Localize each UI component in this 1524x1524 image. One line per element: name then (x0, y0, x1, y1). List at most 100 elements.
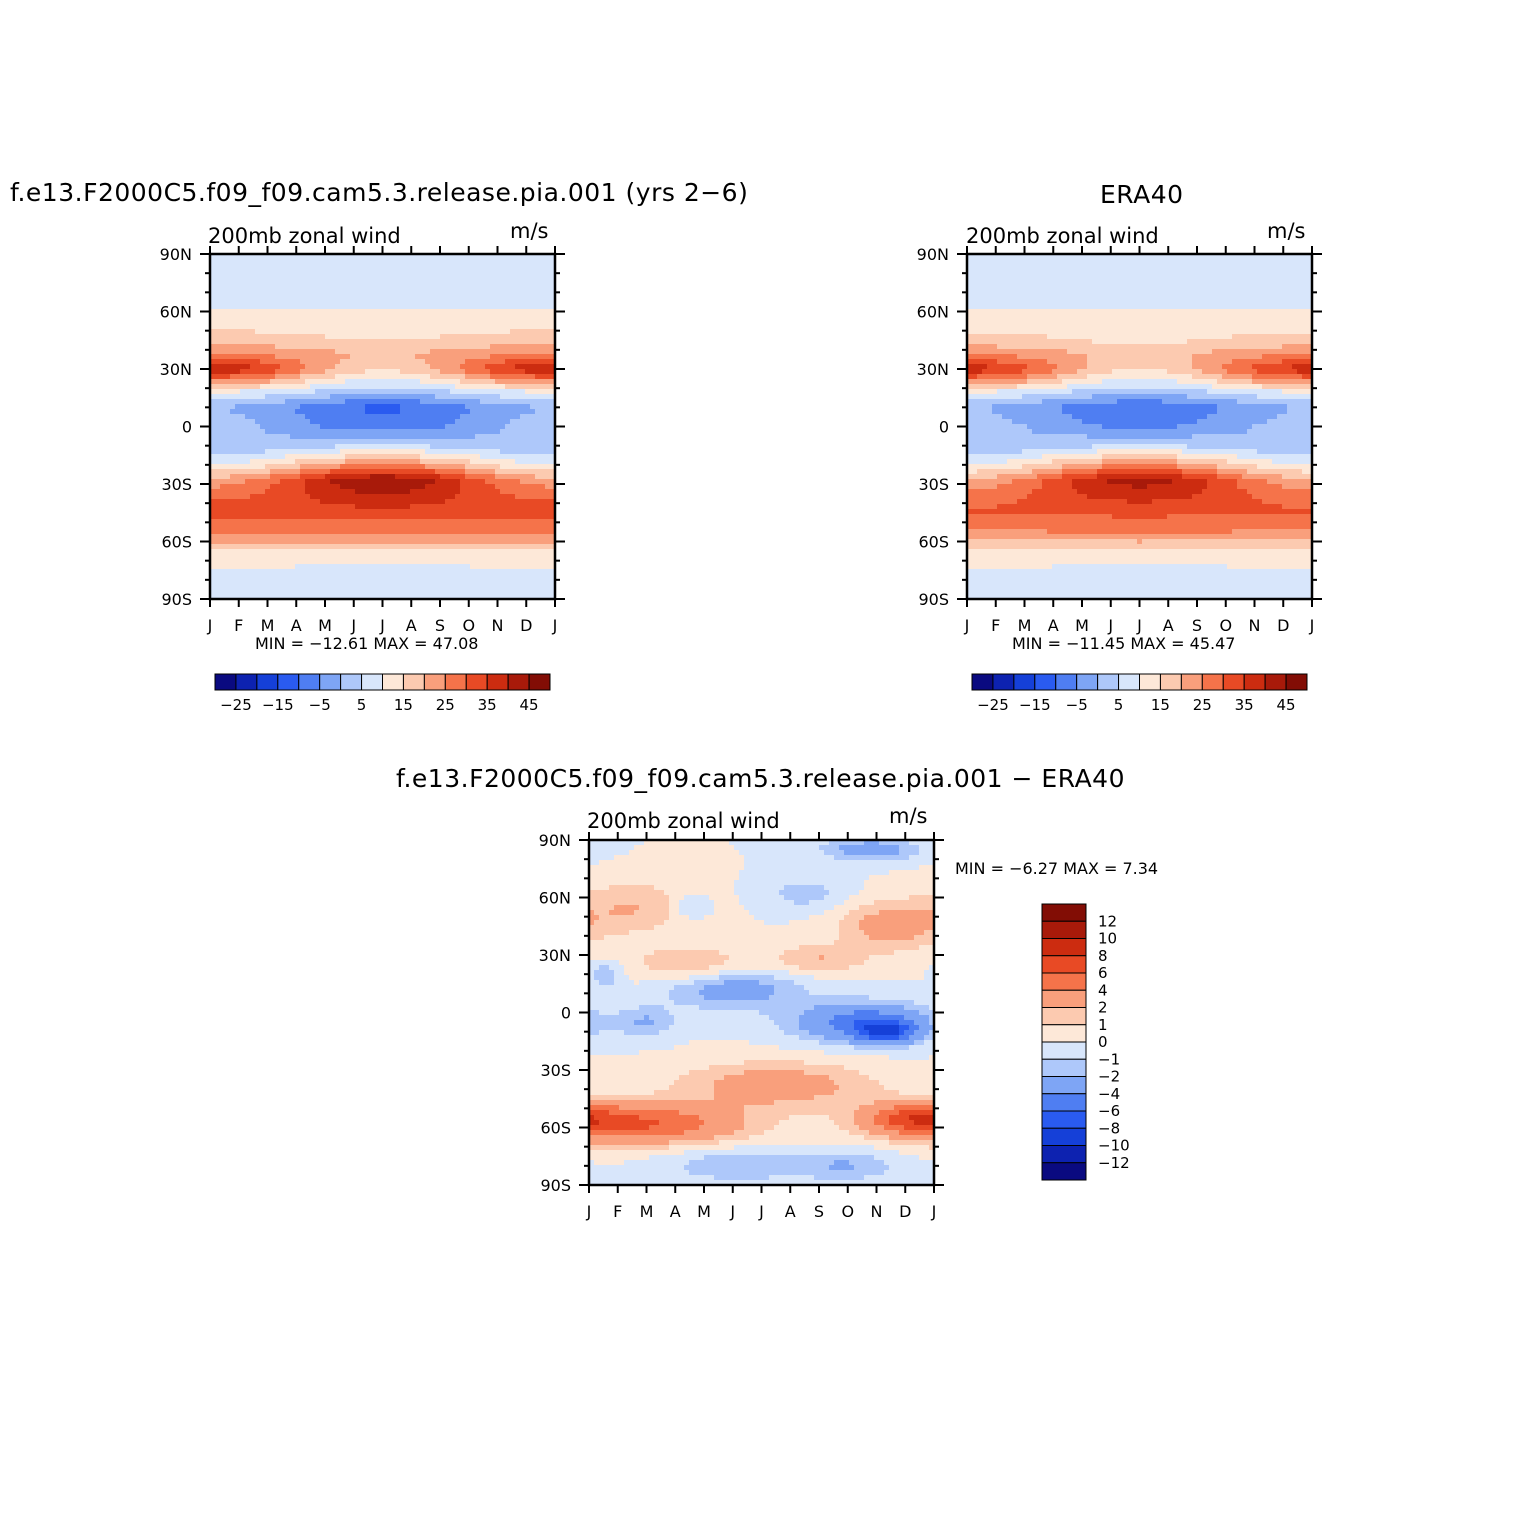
heatmap-cell (410, 279, 416, 285)
heatmap-cell (350, 544, 356, 550)
heatmap-cell (250, 559, 256, 565)
heatmap-cell (485, 469, 491, 475)
heatmap-cell (275, 534, 281, 540)
heatmap-cell (220, 289, 226, 295)
heatmap-cell (330, 429, 336, 435)
heatmap-cell (455, 289, 461, 295)
heatmap-cell (495, 284, 501, 290)
heatmap-cell (340, 349, 346, 355)
heatmap-cell (535, 459, 541, 465)
heatmap-cell (495, 254, 501, 260)
heatmap-cell (475, 549, 481, 555)
heatmap-cell (455, 489, 461, 495)
heatmap-cell (530, 484, 536, 490)
heatmap-cell (425, 489, 431, 495)
heatmap-cell (495, 469, 501, 475)
heatmap-cell (210, 444, 216, 450)
heatmap-cell (245, 434, 251, 440)
heatmap-cell (395, 379, 401, 385)
heatmap-cell (210, 409, 216, 415)
heatmap-cell (295, 379, 301, 385)
heatmap-cell (260, 329, 266, 335)
heatmap-cell (235, 424, 241, 430)
heatmap-cell (430, 319, 436, 325)
heatmap-cell (1182, 259, 1188, 265)
heatmap-cell (550, 264, 556, 270)
heatmap-cell (295, 369, 301, 375)
heatmap-cell (1162, 254, 1168, 260)
heatmap-cell (465, 539, 471, 545)
heatmap-cell (450, 404, 456, 410)
heatmap-cell (335, 404, 341, 410)
heatmap-cell (470, 314, 476, 320)
heatmap-cell (400, 369, 406, 375)
heatmap-cell (465, 344, 471, 350)
heatmap-cell (315, 474, 321, 480)
heatmap-cell (395, 374, 401, 380)
heatmap-cell (505, 484, 511, 490)
heatmap-cell (460, 259, 466, 265)
x-tick-label: A (291, 616, 302, 635)
heatmap-cell (530, 489, 536, 495)
heatmap-cell (430, 279, 436, 285)
heatmap-cell (520, 439, 526, 445)
x-tick-label: J (552, 616, 558, 635)
heatmap-cell (235, 304, 241, 310)
heatmap-cell (1147, 254, 1153, 260)
heatmap-cell (285, 279, 291, 285)
heatmap-cell (235, 309, 241, 315)
heatmap-cell (430, 299, 436, 305)
heatmap-cell (355, 484, 361, 490)
heatmap-cell (385, 549, 391, 555)
heatmap-cell (490, 334, 496, 340)
heatmap-cell (365, 534, 371, 540)
heatmap-cell (480, 529, 486, 535)
heatmap-cell (305, 399, 311, 405)
heatmap-cell (340, 379, 346, 385)
heatmap-cell (410, 294, 416, 300)
heatmap-cell (370, 524, 376, 530)
heatmap-cell (450, 444, 456, 450)
heatmap-cell (270, 549, 276, 555)
heatmap-cell (355, 299, 361, 305)
heatmap-cell (495, 499, 501, 505)
heatmap-cell (460, 349, 466, 355)
heatmap-cell (235, 529, 241, 535)
heatmap-cell (425, 299, 431, 305)
heatmap-cell (415, 574, 421, 580)
heatmap-cell (440, 529, 446, 535)
heatmap-cell (360, 454, 366, 460)
heatmap-cell (500, 459, 506, 465)
heatmap-cell (400, 579, 406, 585)
heatmap-cell (455, 424, 461, 430)
heatmap-cell (350, 589, 356, 595)
heatmap-cell (375, 354, 381, 360)
heatmap-cell (370, 414, 376, 420)
heatmap-cell (320, 459, 326, 465)
heatmap-cell (480, 419, 486, 425)
heatmap-cell (330, 474, 336, 480)
heatmap-cell (270, 414, 276, 420)
heatmap-cell (1302, 254, 1308, 260)
heatmap-cell (495, 289, 501, 295)
colorbar-swatch (256, 673, 279, 691)
heatmap-cell (967, 254, 973, 260)
heatmap-cell (540, 529, 546, 535)
heatmap-cell (405, 309, 411, 315)
heatmap-cell (295, 579, 301, 585)
heatmap-cell (485, 519, 491, 525)
heatmap-cell (500, 389, 506, 395)
heatmap-cell (540, 394, 546, 400)
heatmap-cell (335, 399, 341, 405)
heatmap-cell (470, 334, 476, 340)
heatmap-cell (290, 589, 296, 595)
heatmap-cell (530, 389, 536, 395)
heatmap-cell (440, 404, 446, 410)
heatmap-cell (325, 319, 331, 325)
heatmap-cell (225, 334, 231, 340)
heatmap-cell (982, 254, 988, 260)
heatmap-cell (300, 389, 306, 395)
heatmap-cell (470, 454, 476, 460)
heatmap-cell (245, 564, 251, 570)
heatmap-cell (415, 554, 421, 560)
